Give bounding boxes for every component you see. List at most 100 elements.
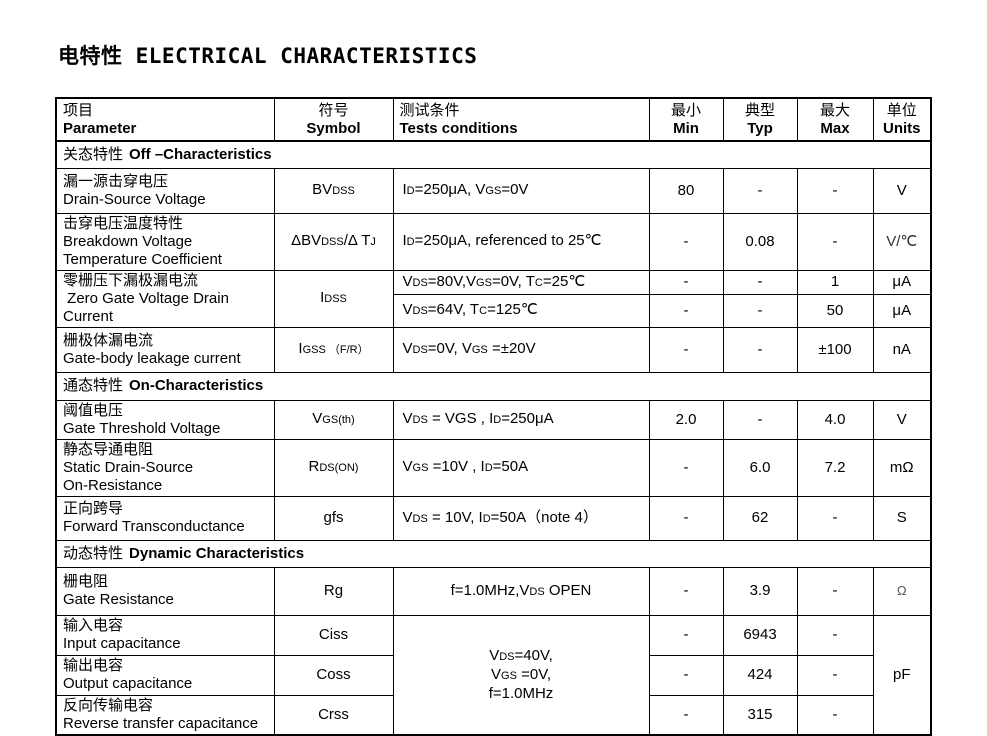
rg-parameter-zh: 栅电阻 [63, 573, 109, 590]
igss-min: - [648, 326, 724, 373]
crss-parameter-en: Reverse transfer capacitance [63, 714, 259, 732]
section-off-characteristics: 关态特性 Off –Characteristics [55, 140, 932, 169]
rg-parameter: 栅电阻 Gate Resistance [55, 566, 275, 616]
vgsth-unit: V [872, 399, 932, 440]
rdson-max: 7.2 [796, 438, 874, 497]
rg-min: - [648, 566, 724, 616]
rdson-unit: mΩ [872, 438, 932, 497]
col-header-min: 最小 Min [648, 97, 724, 142]
row-rg: 栅电阻 Gate Resistance Rg f=1.0MHz,VDS OPEN… [55, 566, 932, 616]
idss-unit-1: μA [872, 269, 932, 295]
section-on-cell: 通态特性 On-Characteristics [55, 371, 932, 401]
col-header-max-en: Max [820, 119, 850, 137]
col-header-conditions: 测试条件 Tests conditions [392, 97, 650, 142]
rdson-symbol: RDS(ON) [273, 438, 394, 497]
section-off-cell: 关态特性 Off –Characteristics [55, 140, 932, 169]
dbvdss-unit: V/℃ [872, 212, 932, 271]
bvdss-typ: - [722, 167, 798, 214]
capacitance-unit: pF [872, 614, 932, 735]
ciss-parameter-zh: 输入电容 [63, 617, 124, 634]
idss-parameter: 零栅压下漏极漏电流 Zero Gate Voltage Drain Current [55, 269, 275, 328]
gfs-parameter: 正向跨导 Forward Transconductance [55, 495, 275, 541]
col-header-min-zh: 最小 [670, 101, 701, 119]
bvdss-min: 80 [648, 167, 724, 214]
vgsth-parameter-en: Gate Threshold Voltage [63, 419, 221, 437]
rdson-typ: 6.0 [722, 438, 798, 497]
row-vgsth: 阈值电压 Gate Threshold Voltage VGS(th) VDS … [55, 399, 932, 440]
col-header-min-en: Min [673, 119, 699, 137]
vgsth-parameter-zh: 阈值电压 [63, 401, 124, 419]
gfs-symbol: gfs [273, 495, 394, 541]
row-rdson: 静态导通电阻 Static Drain-Source On-Resistance … [55, 438, 932, 497]
idss-parameter-zh: 零栅压下漏极漏电流 [63, 271, 199, 289]
idss-parameter-en: Zero Gate Voltage Drain Current [63, 289, 229, 325]
row-ciss: 输入电容 Input capacitance Ciss VDS=40V, VGS … [55, 614, 932, 735]
row-idss-2: VDS=64V, TC=125℃ - - 50 μA [56, 293, 932, 328]
coss-min: - [648, 654, 724, 696]
crss-symbol: Crss [273, 694, 394, 735]
idss-conditions-2: VDS=64V, TC=125℃ [392, 293, 650, 328]
gfs-max: - [796, 495, 874, 541]
col-header-conditions-en: Tests conditions [399, 119, 518, 137]
ciss-symbol: Ciss [273, 614, 394, 656]
gfs-unit: S [872, 495, 932, 541]
coss-parameter-zh: 输出电容 [63, 657, 124, 674]
crss-min: - [648, 694, 724, 735]
idss-typ-2: - [722, 293, 798, 328]
section-on-characteristics: 通态特性 On-Characteristics [55, 371, 932, 401]
col-header-typ: 典型 Typ [722, 97, 798, 142]
igss-parameter-zh: 栅极体漏电流 [63, 331, 154, 349]
coss-symbol: Coss [273, 654, 394, 696]
row-gfs: 正向跨导 Forward Transconductance gfs VDS = … [55, 495, 932, 541]
col-header-parameter-zh: 项目 [63, 101, 94, 119]
section-dynamic-cell: 动态特性 Dynamic Characteristics [55, 539, 932, 568]
row-crss: 反向传输电容 Reverse transfer capacitance Crss… [55, 694, 931, 735]
idss-unit-2: μA [872, 293, 932, 328]
table-header-row: 项目 Parameter 符号 Symbol 测试条件 Tests condit… [55, 97, 932, 142]
col-header-typ-zh: 典型 [744, 101, 775, 119]
gfs-min: - [648, 495, 724, 541]
ciss-parameter-en: Input capacitance [63, 635, 181, 652]
bvdss-max: - [796, 167, 874, 214]
ciss-typ: 6943 [722, 614, 798, 656]
coss-parameter-en: Output capacitance [63, 675, 193, 692]
ciss-min: - [648, 614, 724, 656]
vgsth-conditions: VDS = VGS , ID=250μA [392, 399, 650, 440]
rg-symbol: Rg [273, 566, 394, 616]
rg-max: - [796, 566, 874, 616]
dbvdss-parameter-zh: 击穿电压温度特性 [63, 214, 184, 232]
crss-parameter: 反向传输电容 Reverse transfer capacitance [55, 694, 275, 735]
section-dynamic-characteristics: 动态特性 Dynamic Characteristics [55, 539, 932, 568]
bvdss-parameter-zh: 漏一源击穿电压 [63, 172, 169, 190]
row-dbvdss: 击穿电压温度特性 Breakdown Voltage Temperature Co… [55, 212, 932, 271]
ciss-parameter: 输入电容 Input capacitance [55, 614, 275, 656]
col-header-typ-en: Typ [747, 119, 773, 137]
page-title: 电特性 ELECTRICAL CHARACTERISTICS [58, 44, 478, 68]
col-header-symbol-en: Symbol [306, 119, 361, 137]
section-on-en: On-Characteristics [129, 377, 264, 394]
igss-conditions: VDS=0V, VGS =±20V [392, 326, 650, 373]
vgsth-max: 4.0 [796, 399, 874, 440]
igss-typ: - [722, 326, 798, 373]
rg-parameter-en: Gate Resistance [63, 591, 174, 608]
rdson-conditions: VGS =10V , ID=50A [392, 438, 650, 497]
col-header-symbol-zh: 符号 [318, 101, 349, 119]
gfs-typ: 62 [722, 495, 798, 541]
col-header-units-zh: 单位 [886, 101, 917, 119]
bvdss-unit: V [872, 167, 932, 214]
bvdss-symbol: BVDSS [273, 167, 394, 214]
dbvdss-parameter: 击穿电压温度特性 Breakdown Voltage Temperature Co… [55, 212, 275, 271]
ciss-max: - [796, 614, 874, 656]
vgsth-symbol: VGS(th) [273, 399, 394, 440]
idss-max-2: 50 [796, 293, 874, 328]
igss-symbol: IGSS （F/R） [273, 326, 394, 373]
gfs-parameter-zh: 正向跨导 [63, 500, 124, 517]
col-header-symbol: 符号 Symbol [273, 97, 394, 142]
dbvdss-symbol: ΔBVDSS/Δ TJ [273, 212, 394, 271]
igss-parameter: 栅极体漏电流 Gate-body leakage current [55, 326, 275, 373]
section-off-zh: 关态特性 [63, 145, 124, 163]
igss-max: ±100 [796, 326, 874, 373]
rg-typ: 3.9 [722, 566, 798, 616]
crss-typ: 315 [722, 694, 798, 735]
igss-unit: nA [872, 326, 932, 373]
